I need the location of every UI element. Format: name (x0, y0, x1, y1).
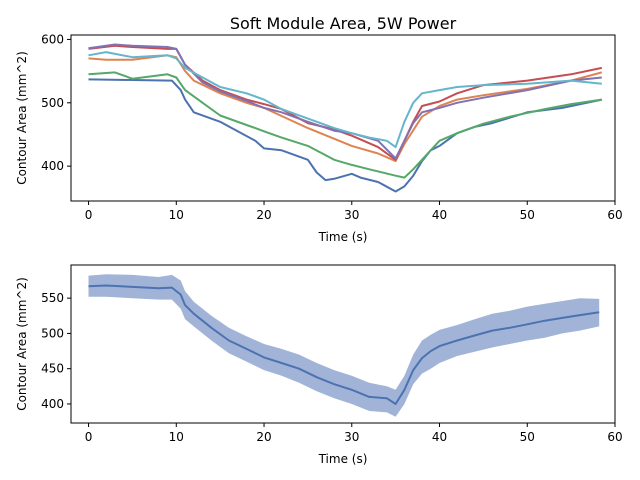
x-tick-label: 20 (256, 208, 271, 222)
series-line-6 (88, 51, 602, 149)
x-axis-label: Time (s) (318, 452, 368, 466)
chart-title: Soft Module Area, 5W Power (230, 14, 457, 33)
x-tick-label: 10 (169, 430, 184, 444)
y-axis-label: Contour Area (mm^2) (15, 51, 29, 185)
y-tick-label: 400 (41, 159, 64, 173)
axes-frame (70, 264, 616, 424)
x-tick-label: 0 (85, 208, 93, 222)
y-tick-label: 600 (41, 32, 64, 46)
y-tick-label: 500 (41, 326, 64, 340)
std-band (88, 274, 600, 417)
bottom-panel: 0 10 20 30 40 50 60 400 450 500 550 Time (s) Contour… (15, 264, 623, 466)
x-tick-label: 10 (169, 208, 184, 222)
y-tick-label: 500 (41, 96, 64, 110)
x-tick-label: 30 (344, 208, 359, 222)
x-tick-label: 50 (520, 208, 535, 222)
x-tick-label: 0 (85, 430, 93, 444)
y-tick-label: 400 (41, 397, 64, 411)
series-line-2 (88, 54, 603, 163)
y-axis-label: Contour Area (mm^2) (15, 277, 29, 411)
x-tick-label: 50 (520, 430, 535, 444)
x-tick-label: 60 (607, 208, 622, 222)
x-tick-label: 40 (432, 208, 447, 222)
y-tick-label: 450 (41, 362, 64, 376)
x-axis-label: Time (s) (318, 230, 368, 244)
series-line-1 (88, 78, 603, 193)
series-line-5 (88, 43, 602, 160)
top-panel: 0 10 20 30 40 50 60 400 500 600 Time (s) Contour Ar… (15, 32, 623, 244)
x-tick-label: 20 (256, 430, 271, 444)
x-tick-label: 40 (432, 430, 447, 444)
axes-frame (70, 34, 616, 202)
mean-line (88, 284, 600, 405)
x-tick-label: 30 (344, 430, 359, 444)
y-tick-label: 550 (41, 291, 64, 305)
x-tick-label: 60 (607, 430, 622, 444)
series-line-3 (88, 71, 602, 179)
